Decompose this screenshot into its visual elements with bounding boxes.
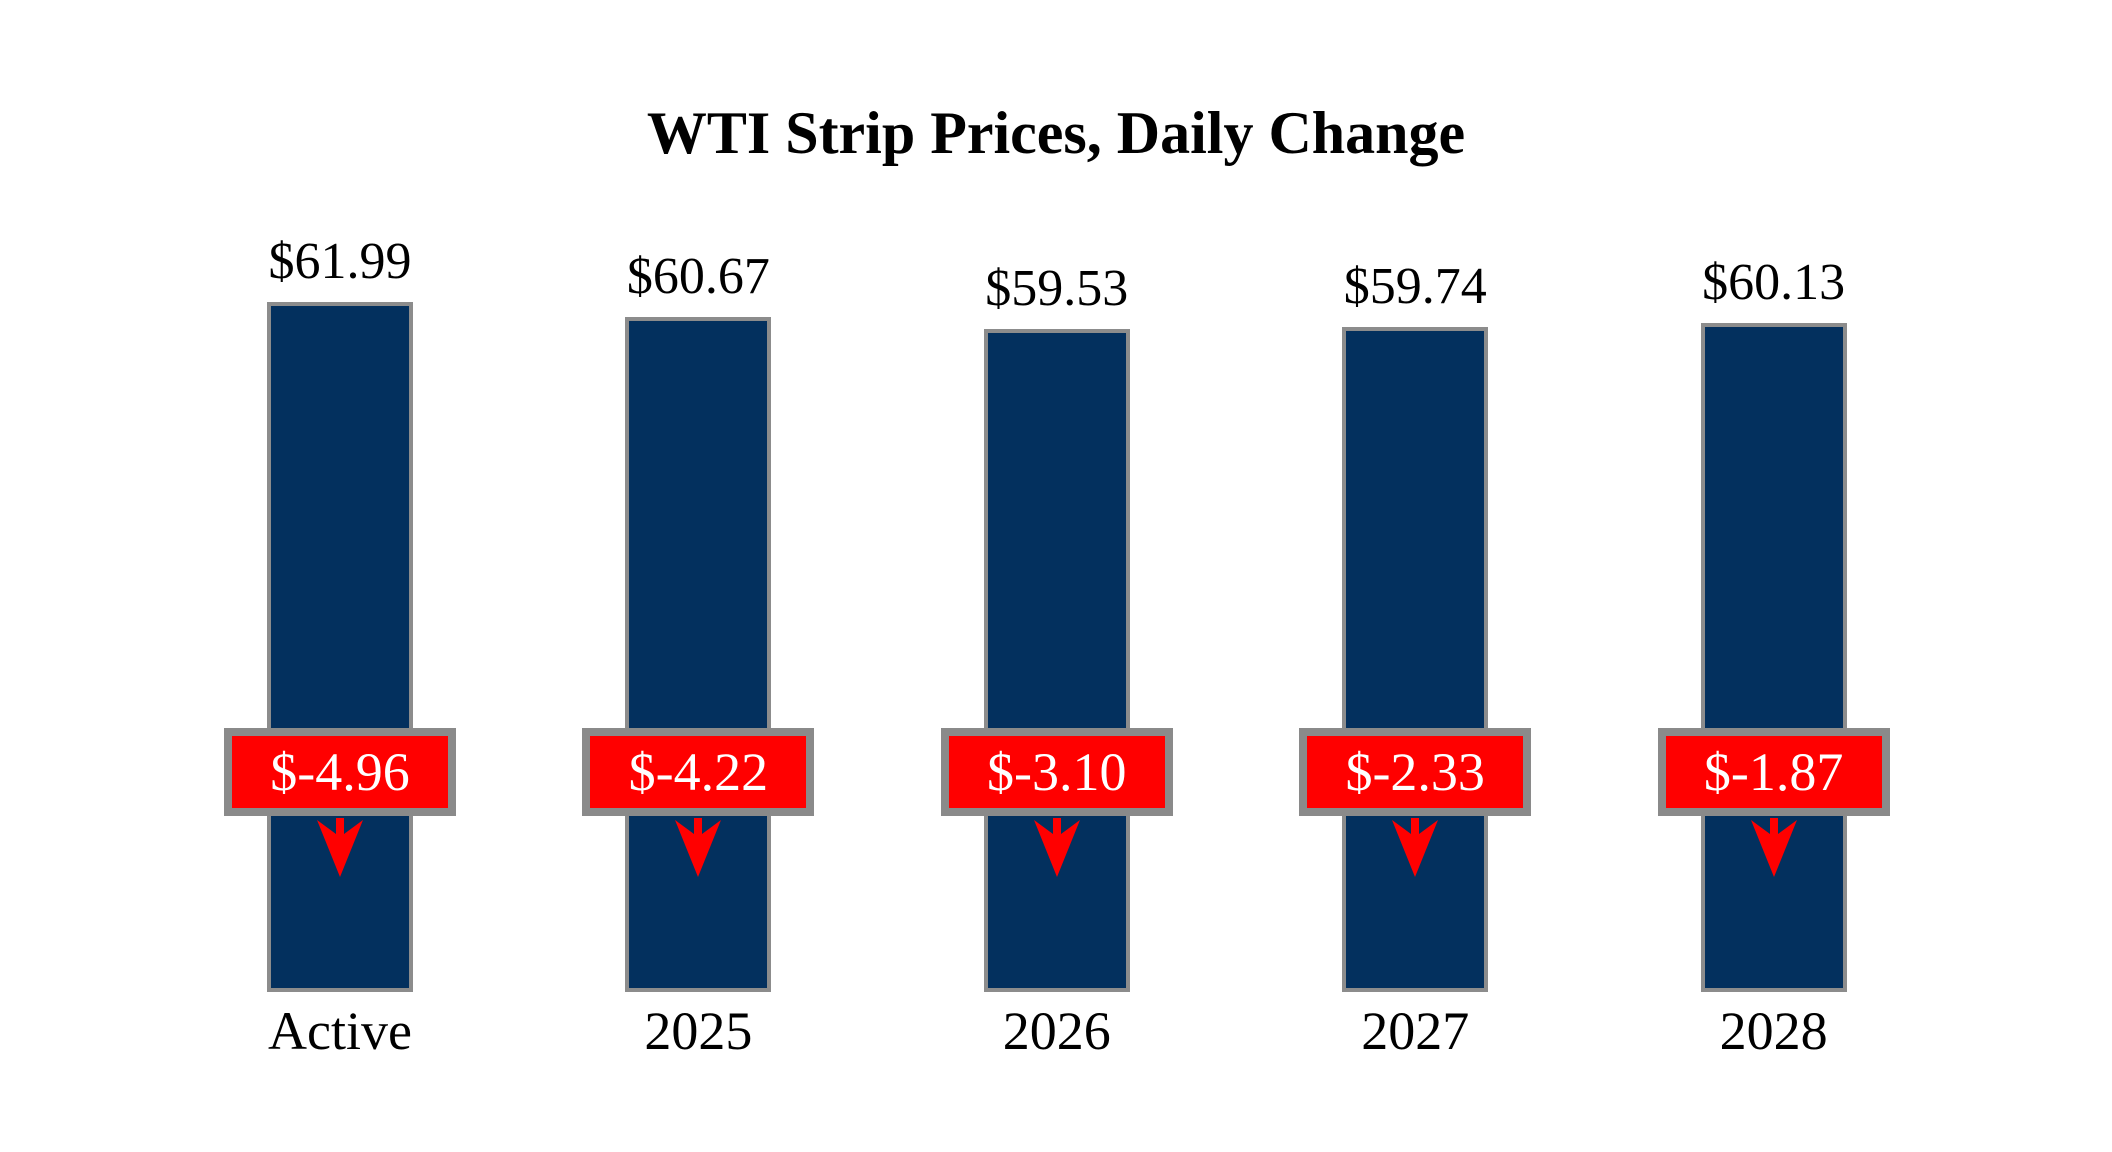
down-arrow-icon (1750, 818, 1797, 877)
category-label: 2028 (1719, 1001, 1828, 1061)
daily-change-value: $-4.96 (270, 742, 410, 802)
daily-change-value: $-4.22 (628, 742, 769, 802)
down-arrow-icon (675, 818, 722, 877)
price-value-label: $60.67 (626, 248, 770, 305)
price-value-label: $60.13 (1702, 254, 1846, 311)
daily-change-value: $-1.87 (1703, 742, 1844, 802)
daily-change-box: $-1.87 (1657, 728, 1890, 816)
daily-change-value: $-2.33 (1345, 742, 1485, 802)
category-label: 2027 (1361, 1001, 1470, 1061)
daily-change-box: $-2.33 (1299, 728, 1532, 816)
category-label: Active (268, 1001, 412, 1061)
price-value-label: $59.74 (1343, 258, 1487, 315)
down-arrow-icon (1392, 818, 1439, 877)
daily-change-value: $-3.10 (987, 742, 1127, 802)
price-bar (1700, 323, 1847, 992)
price-bar (625, 317, 772, 992)
down-arrow-icon (317, 818, 363, 877)
price-bar (1342, 327, 1489, 992)
daily-change-box: $-4.22 (582, 728, 815, 816)
price-bar (267, 302, 413, 992)
category-label: 2025 (644, 1001, 753, 1061)
chart-title: WTI Strip Prices, Daily Change (646, 100, 1466, 166)
price-bar (983, 329, 1130, 992)
down-arrow-icon (1033, 818, 1080, 877)
price-value-label: $59.53 (985, 260, 1129, 317)
price-value-label: $61.99 (268, 233, 412, 290)
category-label: 2026 (1002, 1001, 1111, 1061)
daily-change-box: $-4.96 (224, 728, 456, 816)
daily-change-box: $-3.10 (940, 728, 1173, 816)
